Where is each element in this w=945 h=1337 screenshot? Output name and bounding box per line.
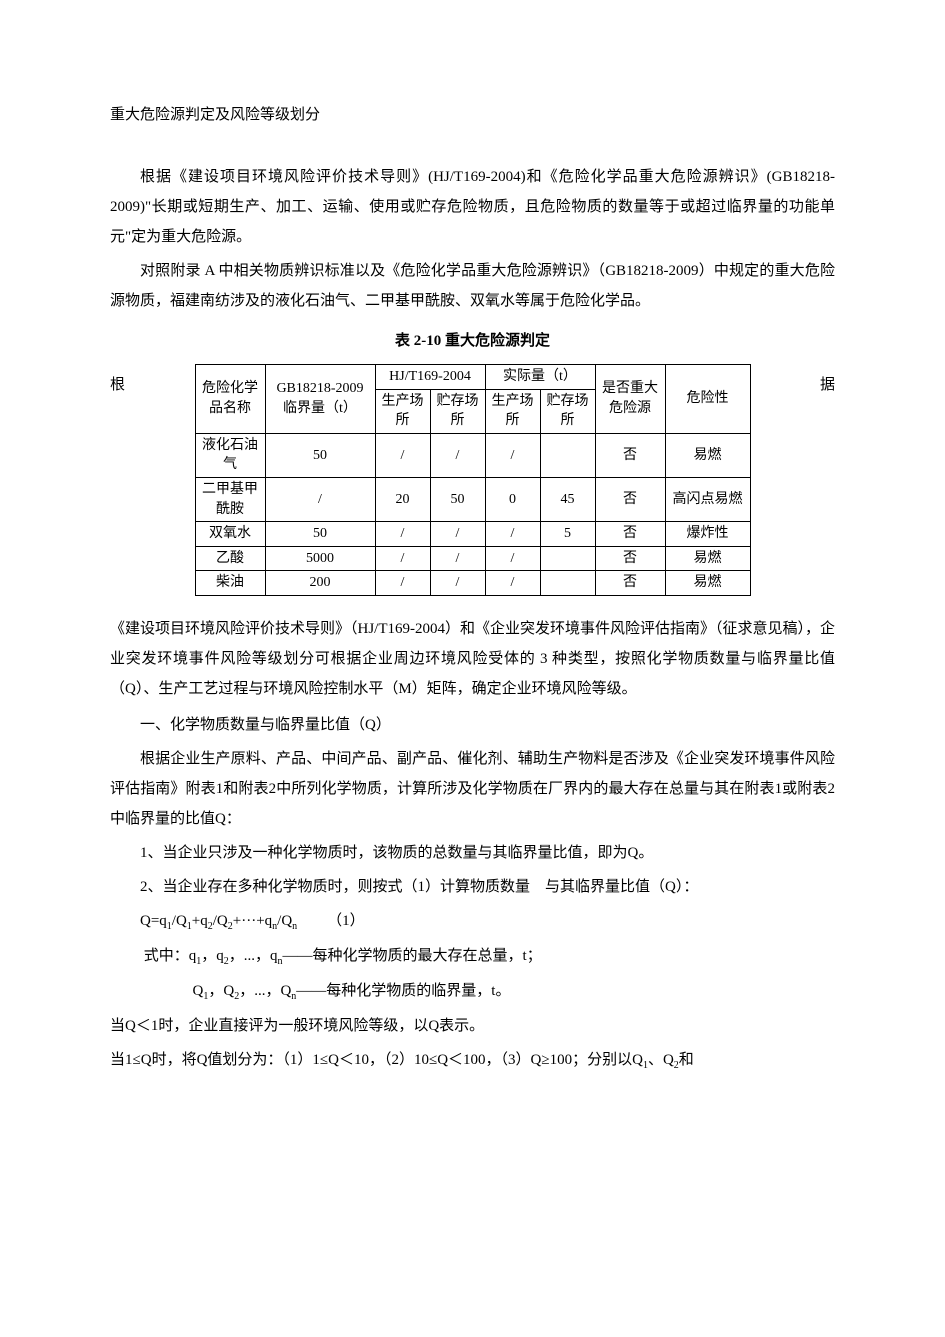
cell-gb: 50 (265, 433, 375, 477)
th-chemical-name: 危险化学品名称 (195, 365, 265, 434)
cell-name: 乙酸 (195, 546, 265, 571)
document-title: 重大危险源判定及风险等级划分 (110, 100, 835, 130)
cell-name: 液化石油气 (195, 433, 265, 477)
th-actual-group: 实际量（t） (485, 365, 595, 390)
cell-act-store: 5 (540, 522, 595, 547)
where-prefix: 式中：q (144, 948, 197, 964)
table-body: 液化石油气 50 / / / 否 易燃 二甲基甲酰胺 / 20 50 0 45 … (195, 433, 750, 595)
th-gb-threshold: GB18218-2009临界量（t） (265, 365, 375, 434)
cell-hj-store: / (430, 522, 485, 547)
body-paragraph-5: 当Q＜1时，企业直接评为一般环境风险等级，以Q表示。 (110, 1011, 835, 1041)
cell-major: 否 (595, 571, 665, 596)
table-row: 乙酸 5000 / / / 否 易燃 (195, 546, 750, 571)
cell-risk: 易燃 (665, 546, 750, 571)
list-item-2-part-a: 2、当企业存在多种化学物质时，则按式（1）计算物质数量 (140, 879, 530, 895)
cell-major: 否 (595, 433, 665, 477)
cell-name: 双氧水 (195, 522, 265, 547)
table-row: 双氧水 50 / / / 5 否 爆炸性 (195, 522, 750, 547)
formula-where-2: Q1，Q2，...，Qn——每种化学物质的临界量，t。 (110, 976, 835, 1007)
cell-hj-prod: / (375, 546, 430, 571)
th-risk: 危险性 (665, 365, 750, 434)
cell-hj-prod: / (375, 522, 430, 547)
section-heading-1: 一、化学物质数量与临界量比值（Q） (110, 710, 835, 740)
cell-hj-prod: / (375, 433, 430, 477)
cell-risk: 易燃 (665, 433, 750, 477)
cell-gb: 50 (265, 522, 375, 547)
p6-part-b: 和 (679, 1052, 694, 1068)
table-container: 根 危险化学品名称 GB18218-2009临界量（t） HJ/T169-200… (110, 364, 835, 596)
side-char-left: 根 (110, 364, 134, 400)
cell-hj-store: 50 (430, 477, 485, 521)
th-act-prod: 生产场所 (485, 389, 540, 433)
th-hj-prod: 生产场所 (375, 389, 430, 433)
cell-name: 二甲基甲酰胺 (195, 477, 265, 521)
cell-hj-store: / (430, 571, 485, 596)
cell-act-store (540, 433, 595, 477)
cell-act-store (540, 546, 595, 571)
cell-hj-prod: 20 (375, 477, 430, 521)
th-act-store: 贮存场所 (540, 389, 595, 433)
th-major-hazard: 是否重大危险源 (595, 365, 665, 434)
table-caption: 表 2-10 重大危险源判定 (110, 326, 835, 356)
cell-gb: 5000 (265, 546, 375, 571)
where-suffix-1: ——每种化学物质的最大存在总量，t； (283, 948, 542, 964)
body-paragraph-6: 当1≤Q时，将Q值划分为：（1）1≤Q＜10，（2）10≤Q＜100，（3）Q≥… (110, 1045, 835, 1076)
cell-act-prod: / (485, 433, 540, 477)
cell-risk: 高闪点易燃 (665, 477, 750, 521)
cell-major: 否 (595, 522, 665, 547)
side-char-right: 据 (811, 364, 835, 400)
p6-part-a: 当1≤Q时，将Q值划分为：（1）1≤Q＜10，（2）10≤Q＜100，（3）Q≥… (110, 1052, 643, 1068)
list-item-1: 1、当企业只涉及一种化学物质时，该物质的总数量与其临界量比值，即为Q。 (110, 838, 835, 868)
cell-act-store (540, 571, 595, 596)
cell-risk: 易燃 (665, 571, 750, 596)
cell-gb: / (265, 477, 375, 521)
cell-act-prod: / (485, 522, 540, 547)
cell-major: 否 (595, 546, 665, 571)
cell-major: 否 (595, 477, 665, 521)
cell-act-store: 45 (540, 477, 595, 521)
formula-line: Q=q1/Q1+q2/Q2+···+qn/Qn （1） (110, 906, 835, 937)
table-row: 液化石油气 50 / / / 否 易燃 (195, 433, 750, 477)
cell-act-prod: / (485, 546, 540, 571)
table-row: 二甲基甲酰胺 / 20 50 0 45 否 高闪点易燃 (195, 477, 750, 521)
formula-where-1: 式中：q1，q2，...，qn——每种化学物质的最大存在总量，t； (110, 941, 835, 972)
cell-hj-store: / (430, 433, 485, 477)
intro-paragraph-2: 对照附录 A 中相关物质辨识标准以及《危险化学品重大危险源辨识》（GB18218… (110, 256, 835, 316)
cell-hj-store: / (430, 546, 485, 571)
cell-act-prod: 0 (485, 477, 540, 521)
body-paragraph-3: 《建设项目环境风险评价技术导则》（HJ/T169-2004）和《企业突发环境事件… (110, 614, 835, 704)
cell-act-prod: / (485, 571, 540, 596)
th-hj-group: HJ/T169-2004 (375, 365, 485, 390)
cell-hj-prod: / (375, 571, 430, 596)
cell-name: 柴油 (195, 571, 265, 596)
where-suffix-2: ——每种化学物质的临界量，t。 (296, 983, 510, 999)
list-item-2-part-b: 与其临界量比值（Q）： (545, 879, 698, 895)
cell-gb: 200 (265, 571, 375, 596)
hazard-table: 危险化学品名称 GB18218-2009临界量（t） HJ/T169-2004 … (195, 364, 751, 596)
list-item-2: 2、当企业存在多种化学物质时，则按式（1）计算物质数量 与其临界量比值（Q）： (110, 872, 835, 902)
table-row: 柴油 200 / / / 否 易燃 (195, 571, 750, 596)
formula-label: （1） (327, 913, 365, 929)
th-hj-store: 贮存场所 (430, 389, 485, 433)
cell-risk: 爆炸性 (665, 522, 750, 547)
intro-paragraph-1: 根据《建设项目环境风险评价技术导则》(HJ/T169-2004)和《危险化学品重… (110, 162, 835, 252)
body-paragraph-4: 根据企业生产原料、产品、中间产品、副产品、催化剂、辅助生产物料是否涉及《企业突发… (110, 744, 835, 834)
